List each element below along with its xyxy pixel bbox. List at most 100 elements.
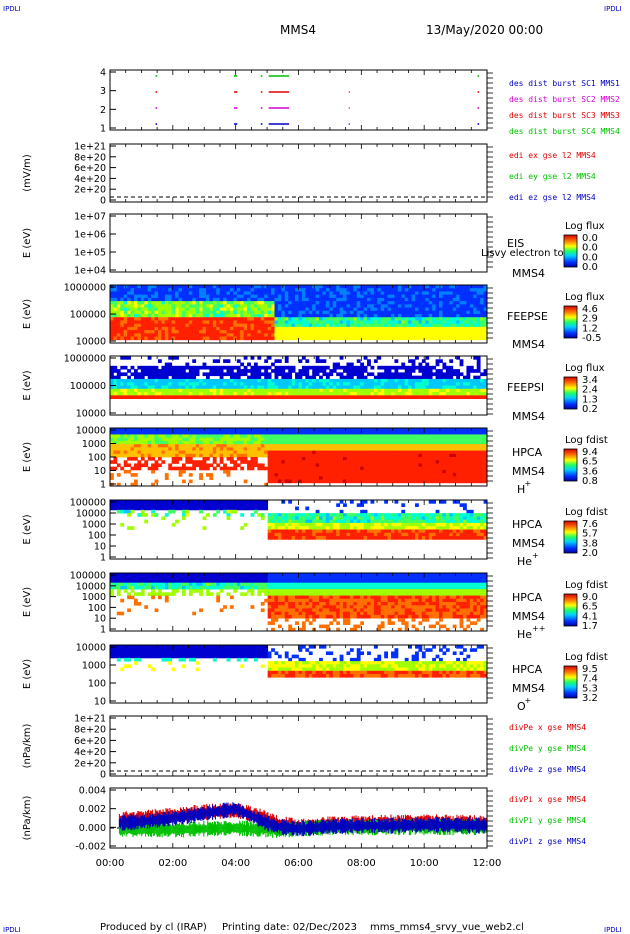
spectrogram-cell: [236, 359, 241, 363]
spectrogram-cell: [298, 323, 303, 328]
spectrogram-cell: [298, 473, 303, 477]
spectrogram-cell: [216, 395, 221, 400]
spectrogram-cell: [373, 447, 378, 451]
spectrogram-cell: [301, 395, 306, 400]
spectrogram-cell: [346, 463, 351, 468]
spectrogram-cell: [301, 330, 306, 334]
spectrogram-cell: [212, 457, 217, 461]
spectrogram-cell: [408, 369, 412, 373]
spectrogram-cell: [411, 359, 416, 363]
spectrogram-cell: [363, 291, 368, 296]
spectrogram-cell: [401, 330, 406, 334]
spectrogram-cell: [199, 301, 203, 305]
spectrogram-cell: [329, 428, 334, 432]
spectrogram-cell: [401, 326, 406, 331]
spectrogram-cell: [325, 294, 330, 299]
spectrogram-cell: [425, 310, 430, 315]
spectrogram-cell: [353, 320, 358, 325]
spectrogram-cell: [233, 288, 238, 292]
spectrogram-cell: [312, 317, 317, 321]
spectrogram-cell: [264, 310, 269, 315]
spectrogram-cell: [219, 453, 224, 458]
spectrogram-cell: [404, 307, 409, 312]
spectrogram-cell: [219, 434, 224, 439]
spectrogram-cell: [243, 434, 248, 439]
spectrogram-cell: [373, 317, 378, 321]
spectrogram-cell: [123, 317, 128, 321]
spectrogram-cell: [343, 460, 347, 464]
spectrogram-cell: [439, 336, 443, 341]
spectrogram-cell: [147, 301, 152, 305]
spectrogram-cell: [349, 362, 354, 367]
spectrogram-cell: [404, 294, 409, 299]
spectrogram-cell: [147, 356, 152, 360]
spectrogram-cell: [157, 294, 162, 299]
spectrogram-cell: [236, 392, 241, 396]
spectrogram-cell: [428, 378, 433, 383]
spectrogram-cell: [367, 382, 371, 386]
spectrogram-cell: [439, 323, 443, 328]
spectrogram-cell: [236, 385, 241, 390]
spectrogram-cell: [229, 453, 234, 458]
spectrogram-cell: [192, 359, 197, 363]
spectrogram-cell: [151, 469, 155, 474]
spectrogram-cell: [192, 378, 197, 383]
spectrogram-cell: [312, 431, 317, 435]
spectrogram-cell: [223, 314, 227, 318]
spectrogram-cell: [329, 333, 334, 337]
spectrogram-cell: [408, 365, 412, 370]
spectrogram-cell: [466, 447, 471, 451]
spectrogram-cell: [312, 479, 317, 484]
spectrogram-cell: [185, 460, 190, 464]
spectrogram-cell: [202, 378, 207, 383]
spectrogram-cell: [140, 385, 145, 390]
spectrogram-cell: [188, 395, 193, 400]
spectrogram-cell: [415, 304, 419, 308]
spectrogram-cell: [377, 444, 382, 448]
spectrogram-cell: [408, 375, 412, 380]
spectrogram-cell: [144, 369, 149, 373]
spectrogram-cell: [281, 304, 286, 308]
spectrogram-cell: [240, 388, 245, 393]
spectrogram-cell: [233, 434, 238, 439]
spectrogram-cell: [480, 294, 484, 299]
spectrogram-cell: [260, 466, 265, 471]
spectrogram-cell: [295, 469, 299, 474]
spectrogram-cell: [219, 291, 224, 296]
spectrogram-cell: [411, 301, 416, 305]
spectrogram-cell: [267, 330, 272, 334]
spectrogram-cell: [439, 378, 443, 383]
spectrogram-cell: [360, 463, 365, 468]
spectrogram-cell: [466, 469, 471, 474]
spectrogram-cell: [154, 369, 159, 373]
spectrogram-cell: [223, 297, 227, 302]
spectrogram-cell: [178, 453, 183, 458]
spectrogram-cell: [336, 365, 341, 370]
spectrogram-cell: [250, 336, 255, 341]
spectrogram-cell: [127, 323, 131, 328]
spectrogram-cell: [253, 326, 258, 331]
spectrogram-cell: [363, 392, 368, 396]
spectrogram-cell: [181, 479, 186, 484]
spectrogram-cell: [305, 385, 310, 390]
spectrogram-cell: [428, 434, 433, 439]
spectrogram-cell: [226, 453, 231, 458]
spectrogram-cell: [233, 317, 238, 321]
spectrogram-cell: [308, 297, 313, 302]
spectrogram-cell: [181, 320, 186, 325]
spectrogram-cell: [110, 453, 114, 458]
spectrogram-cell: [205, 326, 210, 331]
spectrogram-cell: [367, 434, 371, 439]
spectrogram-cell: [260, 336, 265, 341]
spectrogram-cell: [394, 382, 399, 386]
spectrogram-cell: [473, 385, 478, 390]
spectrogram-cell: [463, 330, 467, 334]
spectrogram-cell: [339, 375, 344, 380]
spectrogram-cell: [408, 294, 412, 299]
spectrogram-cell: [113, 378, 118, 383]
spectrogram-cell: [157, 431, 162, 435]
spectrogram-cell: [250, 444, 255, 448]
spectrogram-cell: [291, 434, 296, 439]
spectrogram-cell: [425, 479, 430, 484]
spectrogram-cell: [240, 453, 245, 458]
